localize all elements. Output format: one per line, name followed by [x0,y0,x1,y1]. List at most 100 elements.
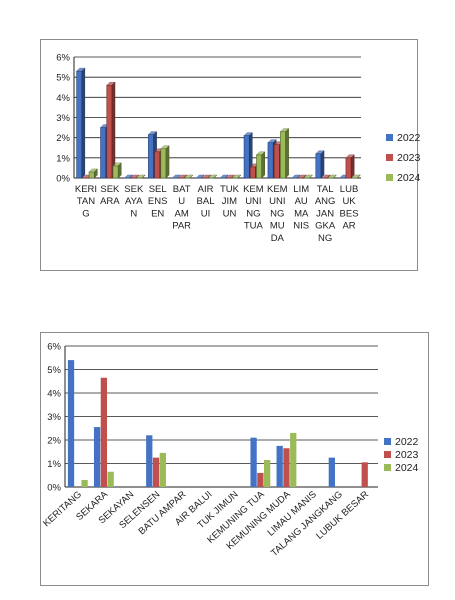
bar-side [350,154,355,179]
x-tick-label-line: UN [223,208,237,219]
bar-side [81,67,86,179]
bar-face [100,127,107,179]
bar-face [273,144,280,179]
bar-side [225,174,229,179]
bar-2024-selensen [160,145,170,179]
bar-2024-limau-manis [303,174,314,179]
bar-side [111,81,116,179]
x-tick-label-line: TAL [317,184,334,195]
bar-2023-talang-jangkang [321,174,331,179]
bar-face [267,142,274,179]
bar-side [129,174,133,179]
y-tick-label: 6% [47,342,61,353]
x-tick-label: KEM UNI NG TUA [243,184,264,232]
legend-swatch-2023 [384,451,391,458]
bar-2023-batu-ampar [177,174,188,179]
x-tick-label-line: TUA [244,221,264,232]
bar-2023-lubuk-besar [361,462,368,487]
x-tick-label-line: UNI [269,196,285,207]
x-tick-label: KERITANG [41,489,84,529]
y-tick-label: 6% [56,53,70,64]
bar-face [76,70,83,179]
x-tick-label-line: AU [295,196,308,207]
x-tick-label-line: KEM [267,184,288,195]
bar-face [243,135,250,179]
bar-2024-kemuning-tua [264,459,271,487]
bar-face [112,165,119,179]
x-tick-label-line: NG [246,208,260,219]
y-tick-label: 3% [47,412,61,423]
legend-label-2022: 2022 [395,436,419,448]
bar-2024-air-balui [208,174,218,179]
bar-2022-talang-jangkang [328,457,335,487]
x-tick-label-line: AYA [125,196,143,207]
bar-2024-keritang [88,168,98,179]
x-tick-label-line: ENS [148,196,168,207]
x-tick-label-line: AM [175,208,189,219]
bar-face [148,134,154,179]
bar-side [189,174,194,179]
x-tick-label-line: SEK [100,184,120,195]
bar-2024-selensen [159,452,166,487]
legend-label-2024: 2024 [395,462,419,474]
bar-side [309,174,313,179]
legend-swatch-2024 [384,464,391,471]
x-tick-label-line: BAL [197,196,215,207]
x-tick-label-line: JIM [222,196,237,207]
chart-panel-bottom: 0% 1% 2% 3% 4% 5% 6% KERITANG SEKARA SEKAYAN SELEN… [40,332,429,586]
y-tick-label: 5% [47,365,61,376]
x-tick-label-line: LUB [340,184,358,195]
x-tick-label-line: AIR [198,184,214,195]
x-tick-label: LUB UK BES AR [340,184,359,232]
legend-swatch-2023 [386,154,393,161]
x-tick-label-line: UNI [245,196,261,207]
x-tick-label-line: GKA [315,221,336,232]
x-tick-label-line: BAT [173,184,191,195]
legend-label-2022: 2022 [397,132,421,144]
legend-label-2023: 2023 [397,152,421,164]
bar-face [154,151,161,179]
bar-2022-batu-ampar [171,174,182,179]
bar-2022-kemuning-tua [250,437,257,487]
bar-2022-talang-jangkang [315,150,325,179]
bar-side [303,174,307,179]
x-tick-label-line: PAR [172,221,191,232]
bar-2024-talang-jangkang [327,174,338,179]
x-tick-label-line: AR [342,221,355,232]
bar-side [357,174,361,179]
bar-2024-lubuk-besar [351,174,361,179]
y-tick-label: 0% [56,174,70,185]
x-tick-label-line: DA [271,233,285,244]
bar-face [315,153,322,179]
y-tick-label: 5% [56,73,70,84]
bar-2023-air-balui [201,174,212,179]
bar-2024-kemuning-muda [290,432,297,487]
x-tick-label: TAL ANG JAN GKA NG [315,184,336,244]
x-tick-label: AIR BAL UI [197,184,215,219]
x-tick-label-line: ANG [315,196,336,207]
x-tick-label-line: G [82,208,89,219]
y-tick-label: 3% [56,113,70,124]
legend-swatch-2022 [386,134,393,141]
x-tick-label-line: BES [340,208,359,219]
x-tick-label-line: JAN [316,208,334,219]
legend-swatch-2022 [384,438,391,445]
bar-2024-tuk-jimun [231,174,242,179]
bar-2024-sekara [112,162,122,179]
x-tick-label-line: TUK [220,184,240,195]
bar-side [165,145,170,179]
bar-side [183,174,187,179]
x-tick-label-line: SEK [124,184,144,195]
bar-2023-sekayan [130,174,140,179]
x-tick-label-line: NG [270,208,284,219]
x-tick-label-line: NIS [293,221,309,232]
bar-2022-limau-manis [291,174,301,179]
y-tick-label: 2% [56,133,70,144]
legend-label-2024: 2024 [397,172,421,184]
